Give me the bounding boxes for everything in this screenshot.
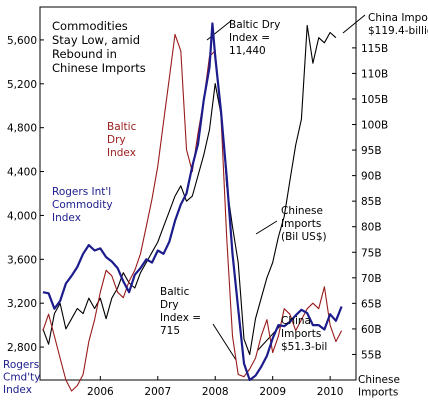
right-tick-label: 90B [361,171,382,183]
annotation-baltic-dry-label: Baltic Dry Index [107,121,137,159]
left-tick-label: 4,800 [7,123,37,135]
pointer-baltic-dry-low [212,323,237,361]
pointer-chinese-imports [255,220,278,235]
pointer-china-imports-peak [342,14,366,34]
x-tick-label: 2009 [259,386,286,398]
right-tick-label: 75B [361,247,382,259]
axis-layer [39,6,366,381]
annotation-china-imports-low: China Imports $51.3-bil [281,315,327,353]
left-tick-label: 4,400 [7,167,37,179]
right-tick-label: 65B [361,298,382,310]
right-tick-label: 80B [361,222,382,234]
left-tick-label: 5,600 [7,35,37,47]
annotation-baltic-dry-low: Baltic Dry Index = 715 [160,286,201,337]
right-tick-label: 105B [361,94,388,106]
right-tick-label: 115B [361,43,388,55]
left-axis-label: Rogers Cmd'ty Index [3,359,40,396]
annotation-rogers-label: Rogers Int'l Commodity Index [52,186,113,224]
x-tick-label: 2008 [202,386,229,398]
left-tick-label: 4,000 [7,210,37,222]
plot-frame [39,6,357,381]
series-line-chinese-imports-bil-us [42,24,337,356]
right-tick-label: 55B [361,349,382,361]
left-tick-label: 2,800 [7,342,37,354]
annotation-china-imports-peak: China Imports$119.4-billion [368,12,428,37]
left-tick-label: 5,200 [7,79,37,91]
annotation-chinese-imports-label: Chinese Imports (Bil US$) [281,205,327,243]
right-tick-label: 100B [361,120,388,132]
x-tick-label: 2007 [144,386,171,398]
right-tick-label: 110B [361,68,388,80]
right-tick-label: 60B [361,324,382,336]
text-layer: 2006 2007 2008 2009 2010 2,800 3,200 3,600 4,000… [3,12,428,399]
right-tick-label: 85B [361,196,382,208]
chart-title: Commodities Stay Low, amid Rebound in Chine… [52,19,146,75]
right-axis-label: Chinese Imports [358,374,400,399]
right-tick-label: 70B [361,273,382,285]
x-tick-label: 2006 [87,386,114,398]
x-tick-label: 2010 [317,386,344,398]
left-tick-label: 3,600 [7,254,37,266]
right-tick-label: 95B [361,145,382,157]
left-tick-label: 3,200 [7,298,37,310]
annotation-baltic-dry-peak: Baltic Dry Index = 11,440 [229,19,280,57]
series-layer [42,22,343,392]
series-line-rogers-int-l-commodity-index [42,22,343,382]
